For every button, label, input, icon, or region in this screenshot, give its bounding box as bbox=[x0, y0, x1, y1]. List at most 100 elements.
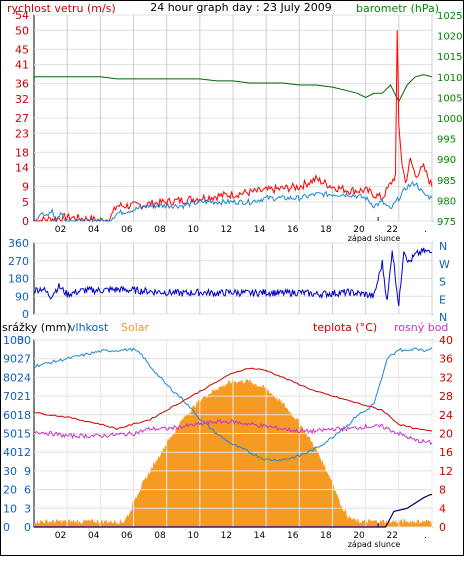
direction-axis-tick: 0 bbox=[22, 308, 29, 321]
baro-axis-tick: 995 bbox=[437, 135, 456, 146]
graph-title: 24 hour graph day : 23 July 2009 bbox=[150, 1, 332, 14]
x-tick-label: 02 bbox=[55, 531, 66, 541]
baro-axis-tick: 1015 bbox=[437, 52, 462, 63]
humidity-label: vlhkost bbox=[69, 321, 109, 334]
wind-axis-tick: 41 bbox=[15, 59, 29, 72]
dewpoint-line bbox=[33, 418, 433, 446]
humidity-axis-tick: 80 bbox=[3, 371, 17, 384]
temperature-axis-tick: 16 bbox=[439, 446, 453, 459]
compass-letter: E bbox=[439, 293, 446, 306]
direction-axis-tick: 90 bbox=[15, 290, 29, 303]
temperature-axis-tick: 4 bbox=[439, 502, 446, 515]
baro-axis-tick: 1020 bbox=[437, 32, 462, 43]
humidity-axis-tick: 90 bbox=[3, 353, 17, 366]
humidity-axis-tick: 30 bbox=[3, 465, 17, 478]
x-tick-label: 20 bbox=[353, 531, 365, 541]
x-tick-label: . bbox=[424, 531, 427, 541]
humidity-axis-tick: 70 bbox=[3, 390, 17, 403]
x-tick-label: 16 bbox=[287, 531, 299, 541]
wind-axis-tick: 27 bbox=[15, 112, 29, 125]
x-tick-label: 02 bbox=[55, 225, 66, 235]
rain-axis-tick: 15 bbox=[17, 428, 31, 441]
humidity-axis-tick: 50 bbox=[3, 428, 17, 441]
x-tick-label: . bbox=[424, 225, 427, 235]
sunset-label-bottom: západ slunce bbox=[348, 540, 401, 549]
rain-axis-tick: 0 bbox=[24, 521, 31, 534]
direction-axis-tick: 270 bbox=[8, 255, 29, 268]
rain-axis-tick: 27 bbox=[17, 353, 31, 366]
rain-line bbox=[34, 494, 432, 528]
x-tick-label: 06 bbox=[121, 531, 133, 541]
temperature-axis-tick: 24 bbox=[439, 409, 453, 422]
wind-axis-tick: 50 bbox=[15, 24, 29, 37]
rain-axis-tick: 3 bbox=[24, 502, 31, 515]
x-tick-label: 22 bbox=[386, 531, 397, 541]
humidity-axis-tick: 60 bbox=[3, 409, 17, 422]
rain-axis-tick: 24 bbox=[17, 371, 31, 384]
compass-letter: S bbox=[439, 276, 446, 289]
dewpoint-label: rosný bod bbox=[394, 321, 448, 334]
rain-axis-tick: 21 bbox=[17, 390, 31, 403]
wind-axis-tick: 36 bbox=[15, 78, 29, 91]
temperature-line bbox=[33, 367, 433, 432]
x-tick-label: 04 bbox=[88, 531, 100, 541]
wind-axis-tick: 5 bbox=[22, 196, 29, 209]
baro-axis-tick: 1000 bbox=[437, 114, 462, 125]
rain-label: srážky (mm) bbox=[2, 321, 71, 334]
baro-axis-tick: 975 bbox=[437, 217, 456, 228]
temperature-axis-tick: 12 bbox=[439, 465, 453, 478]
baro-axis-tick: 1010 bbox=[437, 73, 462, 84]
x-tick-label: 12 bbox=[221, 531, 232, 541]
rain-axis-tick: 18 bbox=[17, 409, 31, 422]
x-tick-label: 22 bbox=[386, 225, 397, 235]
x-tick-label: 10 bbox=[187, 531, 199, 541]
direction-axis-tick: 360 bbox=[8, 237, 29, 250]
x-tick-label: 06 bbox=[121, 225, 133, 235]
wind-axis-tick: 9 bbox=[22, 181, 29, 194]
humidity-axis-tick: 40 bbox=[3, 446, 17, 459]
barometer-label: barometr (hPa) bbox=[356, 2, 439, 15]
rain-axis-tick: 6 bbox=[24, 484, 31, 497]
wind-direction-line bbox=[34, 247, 433, 306]
temperature-axis-tick: 32 bbox=[439, 371, 453, 384]
x-tick-label: 08 bbox=[154, 225, 166, 235]
humidity-axis-tick: 10 bbox=[3, 502, 17, 515]
temperature-axis-tick: 28 bbox=[439, 390, 453, 403]
temperature-axis-tick: 0 bbox=[439, 521, 446, 534]
compass-letter: W bbox=[439, 258, 450, 271]
solar-label: Solar bbox=[121, 321, 150, 334]
x-tick-label: 20 bbox=[353, 225, 365, 235]
wind-baro-panel: rychlost vetru (m/s) 24 hour graph day :… bbox=[7, 1, 462, 243]
temperature-axis-tick: 40 bbox=[439, 334, 453, 347]
wind-axis-tick: 0 bbox=[22, 215, 29, 228]
compass-letter: N bbox=[439, 311, 447, 324]
wind-axis-tick: 45 bbox=[15, 43, 29, 56]
humidity-axis-tick: 100 bbox=[3, 334, 24, 347]
sunset-label-top: západ slunce bbox=[348, 234, 401, 243]
humidity-axis-tick: 0 bbox=[3, 521, 10, 534]
wind-speed-label: rychlost vetru (m/s) bbox=[7, 2, 116, 15]
humidity-line bbox=[33, 347, 433, 462]
x-tick-label: 14 bbox=[254, 531, 266, 541]
baro-axis-tick: 1025 bbox=[437, 11, 462, 22]
wind-axis-tick: 18 bbox=[15, 146, 29, 159]
x-tick-label: 14 bbox=[254, 225, 266, 235]
direction-axis-tick: 180 bbox=[8, 273, 29, 286]
wind-speed-line bbox=[33, 180, 433, 223]
wind-axis-tick: 23 bbox=[15, 127, 29, 140]
baro-axis-tick: 980 bbox=[437, 196, 456, 207]
x-tick-label: 04 bbox=[88, 225, 100, 235]
x-tick-label: 10 bbox=[187, 225, 199, 235]
wind-axis-tick: 32 bbox=[15, 93, 29, 106]
baro-axis-tick: 1005 bbox=[437, 93, 462, 104]
temperature-axis-tick: 36 bbox=[439, 353, 453, 366]
x-tick-label: 16 bbox=[287, 225, 299, 235]
rain-axis-tick: 12 bbox=[17, 446, 31, 459]
baro-axis-tick: 990 bbox=[437, 155, 456, 166]
rain-axis-tick: 30 bbox=[17, 334, 31, 347]
wind-gust-line bbox=[33, 30, 433, 223]
temperature-axis-tick: 8 bbox=[439, 484, 446, 497]
barometer-line bbox=[34, 74, 433, 103]
